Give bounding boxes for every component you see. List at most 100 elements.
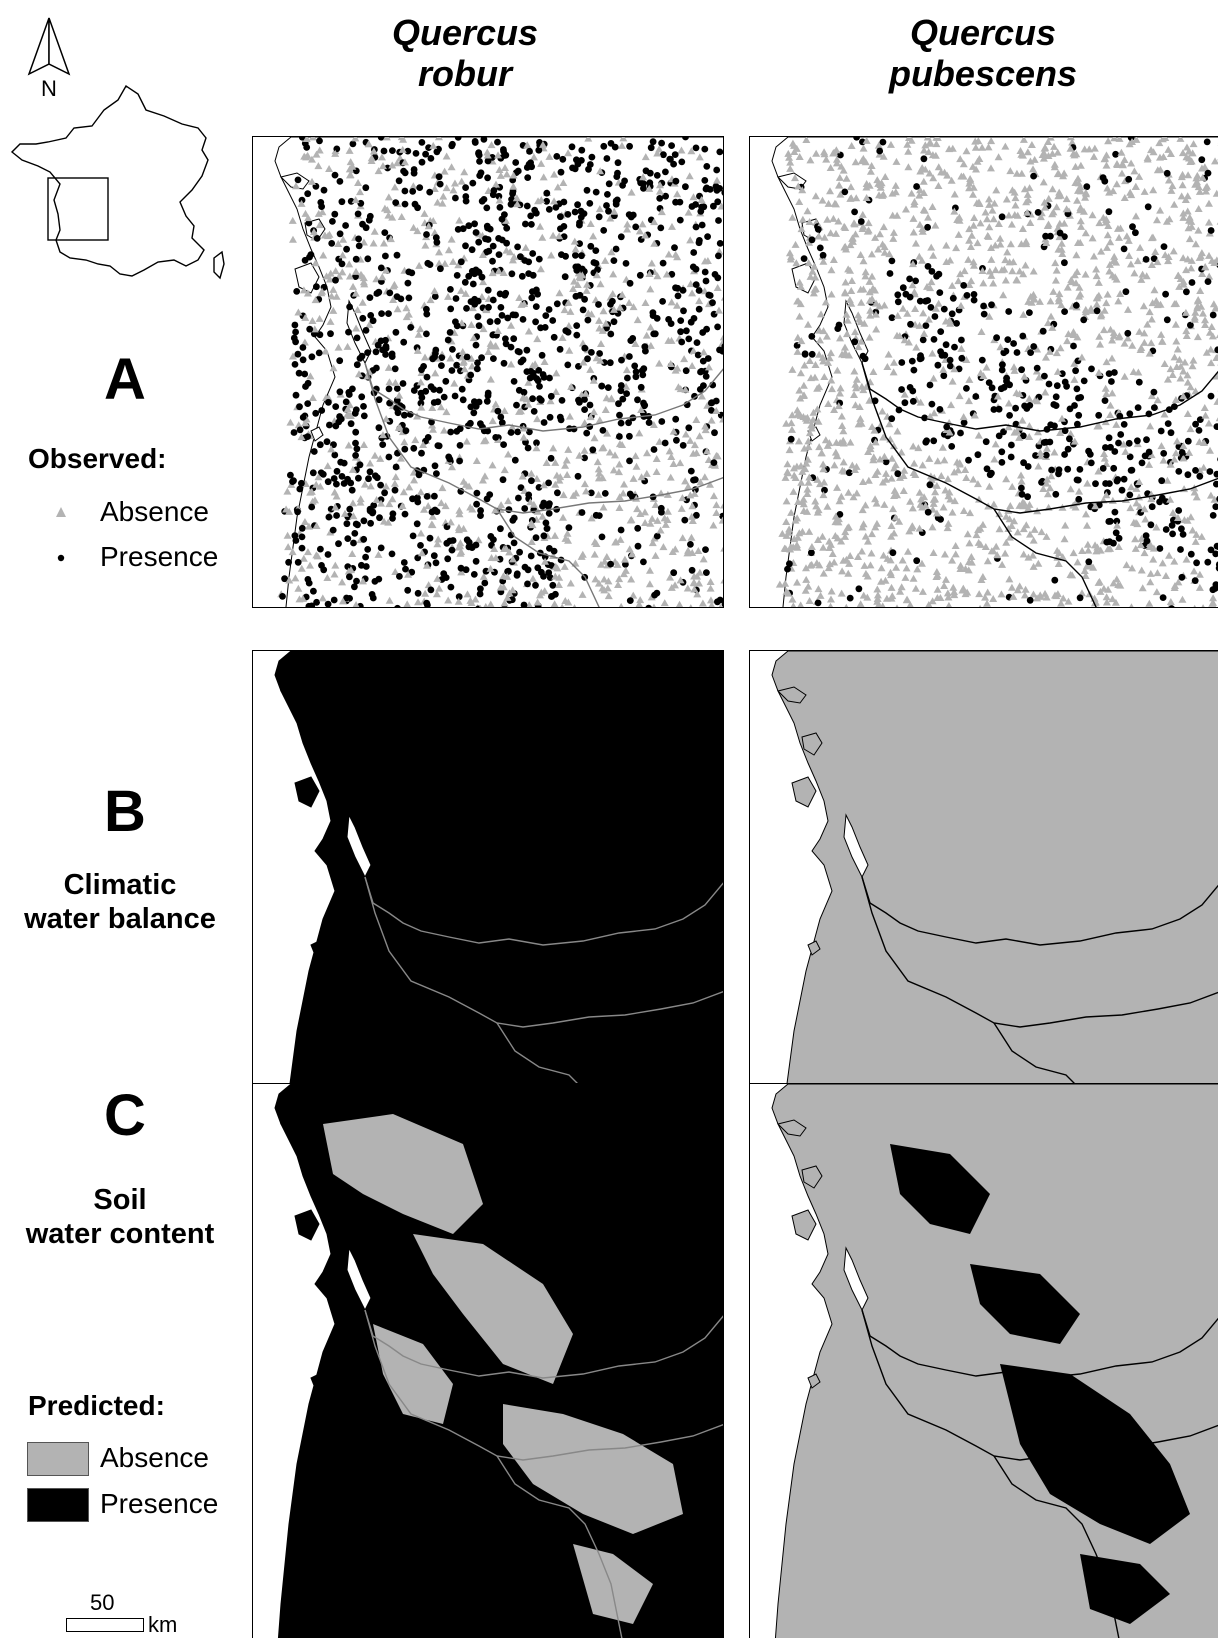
absence-point: [1008, 267, 1017, 275]
absence-point: [314, 209, 323, 217]
absence-point: [1128, 564, 1137, 572]
absence-point: [985, 267, 994, 275]
absence-point: [1026, 218, 1035, 226]
absence-point: [856, 250, 865, 258]
absence-point: [954, 277, 963, 285]
presence-point: [1024, 493, 1031, 501]
presence-point: [687, 541, 694, 548]
presence-point: [484, 286, 492, 294]
absence-point: [1023, 148, 1032, 156]
island: [807, 940, 821, 956]
presence-point: [913, 557, 921, 565]
presence-point: [364, 255, 372, 263]
column-title-line1: Quercus: [391, 12, 539, 53]
presence-point: [1064, 465, 1072, 473]
river-line: [496, 508, 600, 607]
absence-point: [868, 272, 877, 280]
absence-point: [520, 486, 529, 494]
absence-point: [933, 571, 942, 579]
presence-point: [605, 180, 613, 188]
presence-point: [317, 469, 325, 477]
presence-point: [692, 201, 699, 208]
presence-point: [474, 359, 481, 367]
river-line: [364, 362, 723, 432]
presence-point: [410, 169, 418, 177]
absence-point: [836, 334, 845, 342]
presence-point: [1125, 439, 1133, 447]
absence-point: [804, 259, 813, 267]
presence-point: [294, 558, 302, 566]
presence-point: [336, 357, 344, 365]
absence-point: [1106, 401, 1115, 409]
presence-point: [391, 486, 399, 494]
absence-point: [831, 448, 840, 456]
absence-point: [662, 270, 671, 278]
absence-point: [577, 552, 586, 560]
presence-point: [409, 188, 417, 195]
absence-point: [1008, 482, 1017, 490]
absence-point: [450, 179, 459, 187]
absence-point: [327, 445, 336, 453]
presence-point: [552, 590, 559, 598]
presence-point: [1125, 175, 1133, 183]
absence-point: [948, 144, 957, 152]
presence-point: [477, 420, 484, 428]
absence-point: [887, 474, 896, 482]
presence-point: [333, 480, 340, 488]
absence-point: [651, 551, 660, 559]
absence-point: [382, 266, 391, 274]
absence-point: [903, 595, 912, 603]
presence-point: [573, 267, 581, 274]
absence-point: [508, 555, 517, 563]
absence-point: [805, 356, 814, 364]
presence-point: [485, 247, 493, 255]
absence-point: [875, 230, 884, 238]
absence-point: [596, 280, 605, 288]
presence-point: [366, 294, 374, 301]
absence-point: [805, 238, 814, 246]
presence-point: [1080, 377, 1088, 385]
presence-point: [626, 142, 633, 150]
presence-point: [995, 405, 1003, 413]
absence-point: [1073, 196, 1082, 204]
absence-point: [622, 382, 631, 390]
absence-point: [1089, 152, 1098, 160]
presence-point: [565, 524, 573, 531]
absence-point: [1186, 513, 1195, 521]
absence-point: [1077, 353, 1086, 361]
presence-point: [392, 328, 400, 336]
absence-point: [582, 286, 591, 294]
absence-point: [918, 461, 927, 469]
presence-point: [1178, 525, 1185, 533]
presence-point: [492, 434, 500, 441]
presence-point: [670, 160, 677, 168]
absence-point: [993, 551, 1002, 559]
absence-point: [687, 512, 696, 520]
absence-point: [299, 554, 308, 562]
absence-point: [928, 203, 937, 211]
absence-point: [1026, 157, 1035, 165]
presence-point: [427, 586, 435, 594]
absence-point: [898, 556, 907, 564]
absence-point: [994, 219, 1003, 227]
absence-point: [604, 592, 613, 600]
absence-point: [1135, 172, 1144, 180]
absence-point: [435, 584, 444, 592]
presence-point: [685, 335, 693, 343]
absence-point: [661, 520, 670, 528]
absence-point: [458, 353, 467, 361]
absence-point: [803, 413, 812, 421]
absence-point: [340, 509, 349, 517]
absence-point: [1076, 161, 1085, 169]
absence-point: [1114, 543, 1123, 551]
column-title-quercus-pubescens: Quercus pubescens: [773, 12, 1193, 95]
presence-point: [293, 288, 301, 295]
presence-point: [711, 429, 718, 437]
presence-point: [692, 281, 700, 288]
absence-point: [945, 488, 954, 496]
presence-point: [431, 353, 438, 361]
presence-point: [457, 258, 465, 266]
presence-point: [1099, 174, 1107, 182]
absence-point: [965, 236, 974, 244]
presence-point: [514, 428, 522, 436]
